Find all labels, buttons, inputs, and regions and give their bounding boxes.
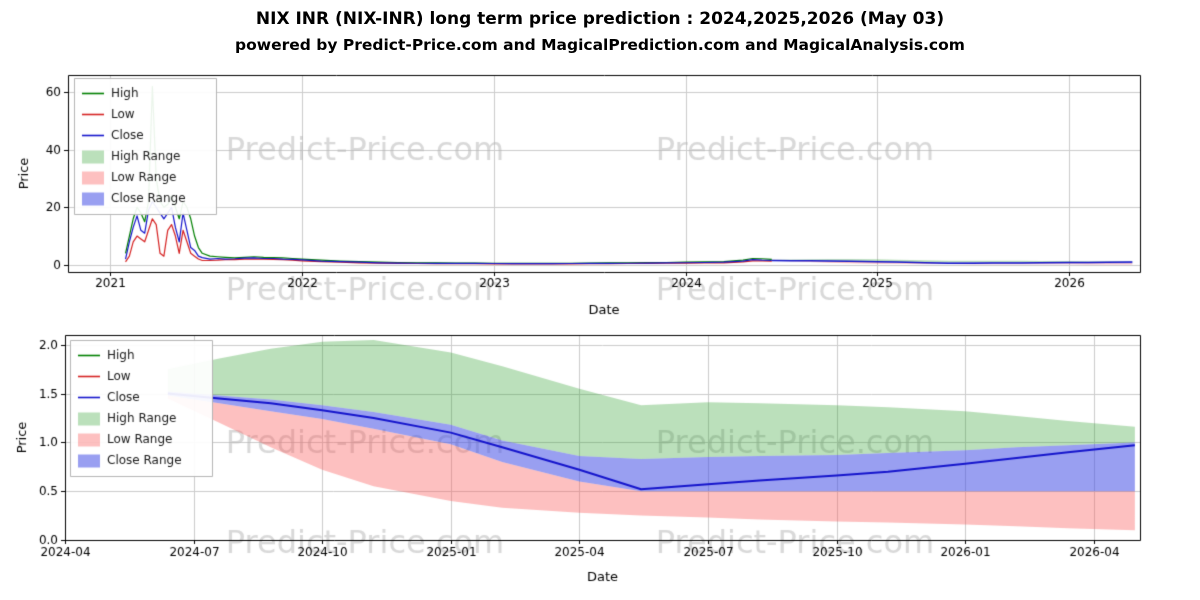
chart-subtitle: powered by Predict-Price.com and Magical… xyxy=(235,36,965,54)
chart-title: NIX INR (NIX-INR) long term price predic… xyxy=(255,9,945,29)
price-history-chart xyxy=(0,66,1200,321)
price-forecast-chart xyxy=(0,321,1200,600)
page-header: NIX INR (NIX-INR) long term price predic… xyxy=(0,0,1200,66)
